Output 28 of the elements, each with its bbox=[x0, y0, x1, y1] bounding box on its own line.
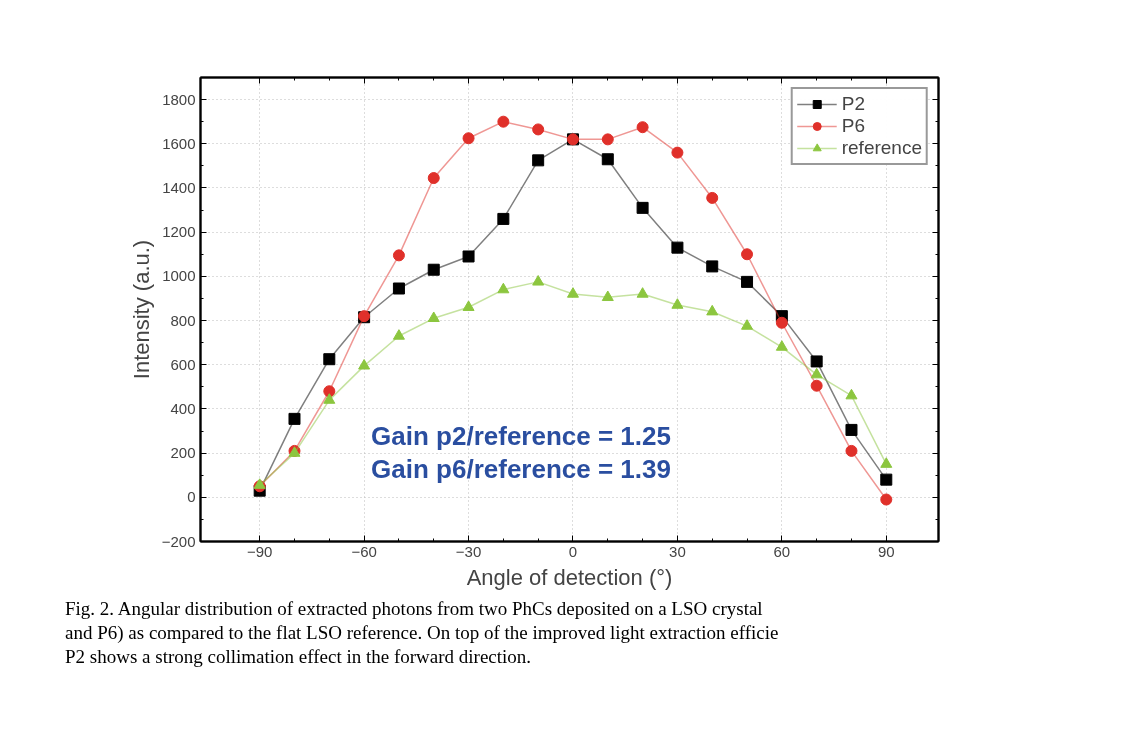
y-tick-label: 1400 bbox=[162, 178, 196, 196]
legend-label: P6 bbox=[841, 115, 865, 137]
x-tick-label: 0 bbox=[568, 542, 578, 560]
y-tick-label: 1200 bbox=[162, 223, 196, 241]
legend-label: P2 bbox=[841, 93, 865, 115]
y-tick-label: −200 bbox=[161, 532, 196, 550]
x-tick-label: −90 bbox=[246, 542, 273, 560]
x-tick-label: −60 bbox=[351, 542, 377, 560]
legend-label: reference bbox=[841, 137, 922, 159]
x-tick-label: 60 bbox=[773, 542, 791, 560]
annotation: Gain p2/reference = 1.25 bbox=[371, 420, 671, 451]
y-tick-label: 1800 bbox=[162, 90, 196, 108]
x-tick-label: 90 bbox=[877, 542, 895, 560]
y-tick-label: 200 bbox=[170, 444, 196, 462]
y-axis-title: Intensity (a.u.) bbox=[128, 239, 154, 380]
y-tick-label: 800 bbox=[170, 311, 196, 329]
text: and P6) as compared to the flat LSO reference. On top of the improved light extraction efficie bbox=[65, 622, 779, 643]
y-tick-label: 1600 bbox=[162, 134, 196, 152]
caption: Fig. 2. Angular distribution of extracted photons from two PhCs deposited on a LSO crystal bbox=[65, 598, 763, 619]
annotation: Gain p6/reference = 1.39 bbox=[371, 454, 671, 485]
y-tick-label: 400 bbox=[170, 399, 196, 417]
x-tick-label: 30 bbox=[669, 542, 686, 560]
x-tick-label: −30 bbox=[455, 542, 482, 560]
text: P2 shows a strong collimation effect in the forward direction. bbox=[65, 646, 532, 667]
y-tick-label: 1000 bbox=[162, 267, 196, 285]
y-tick-label: 600 bbox=[170, 355, 196, 373]
x-axis-title: Angle of detection (°) bbox=[466, 564, 673, 590]
y-tick-label: 0 bbox=[187, 488, 196, 506]
